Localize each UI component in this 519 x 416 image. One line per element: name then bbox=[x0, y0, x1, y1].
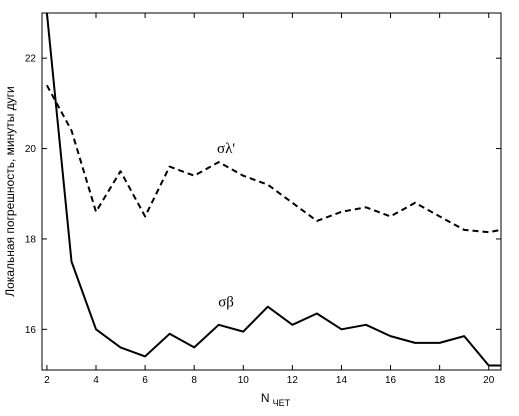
x-tick-label: 20 bbox=[483, 375, 495, 386]
x-tick-label: 6 bbox=[142, 375, 148, 386]
x-tick-label: 18 bbox=[434, 375, 446, 386]
y-tick-label: 18 bbox=[25, 234, 37, 245]
x-axis-label-subscript: ЧЕТ bbox=[273, 398, 291, 408]
x-tick-label: 2 bbox=[44, 375, 50, 386]
x-tick-label: 14 bbox=[336, 375, 348, 386]
y-axis-label: Локальная погрешность, минуты дуги bbox=[3, 86, 17, 296]
series-label: σλ' bbox=[217, 141, 235, 157]
series-line-sigma-beta bbox=[45, 12, 501, 367]
x-tick-label: 10 bbox=[238, 375, 250, 386]
plot-area-frame bbox=[41, 12, 502, 371]
x-tick-label: 4 bbox=[93, 375, 99, 386]
x-axis-label: N ЧЕТ bbox=[261, 391, 291, 408]
y-tick-label: 22 bbox=[25, 54, 37, 65]
series-layer bbox=[45, 12, 502, 367]
x-tick-label: 8 bbox=[191, 375, 197, 386]
labels-layer: σλ' σβ bbox=[217, 141, 235, 311]
x-tick-label: 16 bbox=[385, 375, 397, 386]
series-line-sigma-lambda bbox=[46, 84, 502, 234]
y-tick-label: 20 bbox=[25, 144, 37, 155]
y-tick-label: 16 bbox=[25, 325, 37, 336]
x-tick-label: 12 bbox=[287, 375, 299, 386]
axis-ticks: 2 4 6 8 10 12 14 16 18 20 16 18 20 22 bbox=[25, 13, 501, 386]
series-label: σβ bbox=[218, 295, 234, 311]
x-axis-label-main: N bbox=[261, 391, 270, 405]
